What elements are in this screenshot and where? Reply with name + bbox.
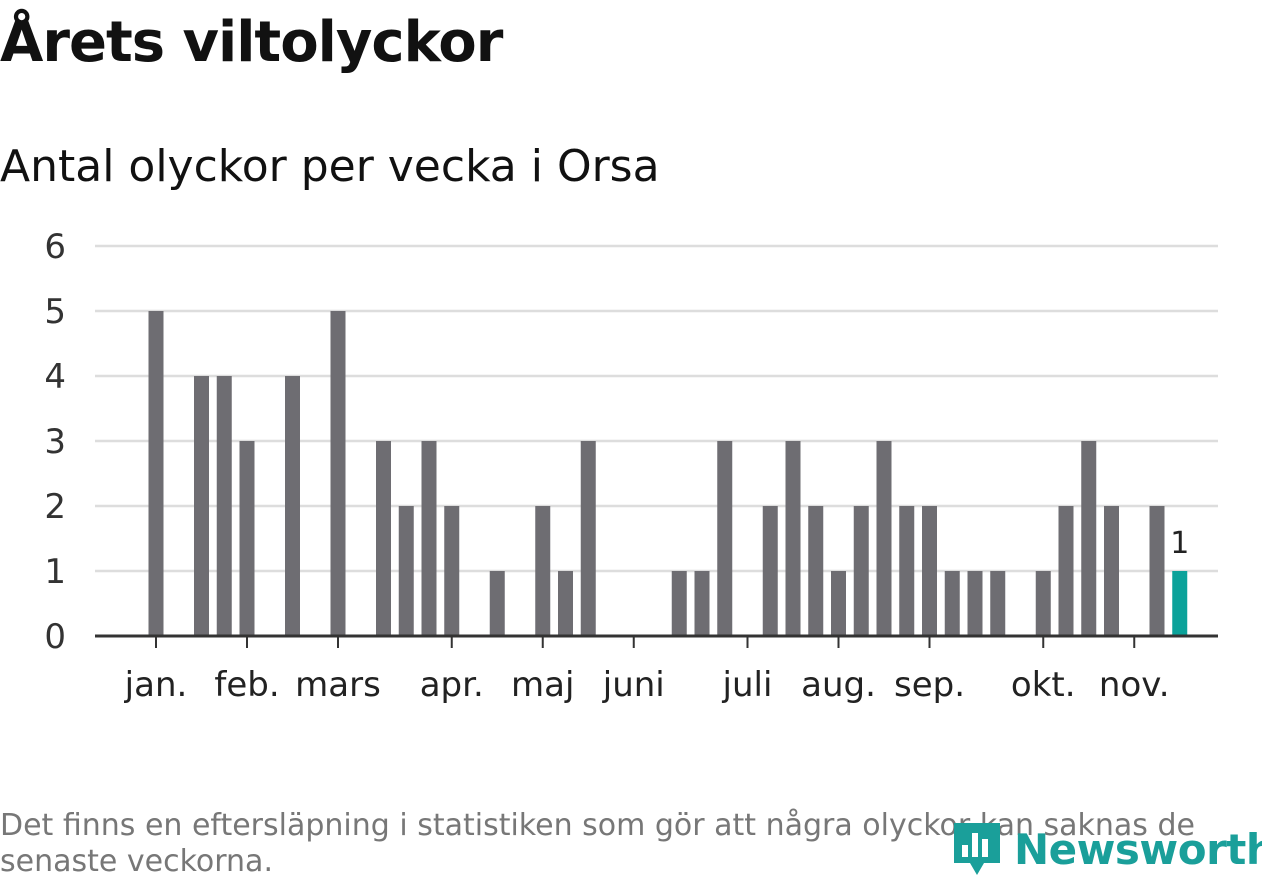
bar (922, 506, 937, 636)
bar (330, 311, 346, 636)
bar (694, 571, 710, 636)
bar (1104, 506, 1119, 636)
bar (899, 506, 915, 636)
y-tick-label: 0 (44, 617, 66, 657)
bar (376, 441, 391, 636)
newsworthy-logo-icon (954, 823, 1000, 875)
bar (580, 441, 596, 636)
bar (1149, 506, 1165, 636)
bar (398, 506, 414, 636)
bar-chart: 0 1 2 3 4 5 6 1 jan. feb. mars apr. maj juni juli aug. s… (44, 227, 1218, 705)
bar (944, 571, 960, 636)
bar (239, 441, 255, 636)
x-tick-label: feb. (214, 665, 279, 705)
x-tick-label: jan. (124, 665, 188, 705)
x-tick-label: okt. (1011, 665, 1076, 705)
bar (671, 571, 687, 636)
bar (1035, 571, 1051, 636)
x-tick-label: juli (722, 665, 773, 705)
bar-highlight (1172, 571, 1188, 636)
x-tick-label: maj (511, 665, 574, 705)
y-tick-label: 5 (44, 292, 66, 332)
chart-subtitle: Antal olyckor per vecka i Orsa (0, 141, 660, 192)
x-tick-label: mars (295, 665, 381, 705)
newsworthy-logo: Newsworthy (950, 818, 1262, 880)
bar (535, 506, 551, 636)
newsworthy-logo-text: Newsworthy (1014, 824, 1262, 874)
bar (1081, 441, 1097, 636)
data-label: 1 (1170, 526, 1189, 561)
x-tick-label: nov. (1099, 665, 1170, 705)
bar (808, 506, 824, 636)
bar (967, 571, 983, 636)
bar (762, 506, 778, 636)
bar (853, 506, 869, 636)
x-tick-label: juni (602, 665, 665, 705)
x-tick-label: aug. (801, 665, 876, 705)
bar (216, 376, 232, 636)
bar (558, 571, 573, 636)
y-tick-label: 2 (44, 487, 66, 527)
bar (876, 441, 892, 636)
bar (831, 571, 846, 636)
bar (717, 441, 733, 636)
bar (444, 506, 460, 636)
bar (421, 441, 437, 636)
bar (148, 311, 164, 636)
bar (489, 571, 505, 636)
x-tick-label: sep. (894, 665, 965, 705)
y-tick-label: 3 (44, 422, 66, 462)
y-tick-label: 6 (44, 227, 66, 267)
bar (285, 376, 300, 636)
y-tick-label: 1 (44, 552, 66, 592)
x-tick-label: apr. (420, 665, 484, 705)
bar (194, 376, 209, 636)
bar (1058, 506, 1074, 636)
y-tick-label: 4 (44, 357, 66, 397)
bar (785, 441, 801, 636)
chart-title: Årets viltolyckor (0, 10, 503, 75)
bar (990, 571, 1006, 636)
